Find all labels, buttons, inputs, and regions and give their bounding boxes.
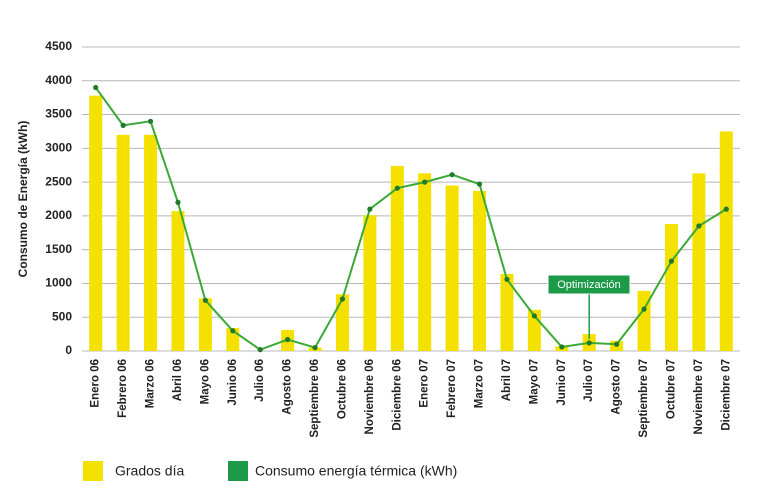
bar <box>692 173 706 351</box>
y-tick-label: 500 <box>52 309 72 323</box>
annotation-box <box>547 274 631 295</box>
y-tick-label: 2000 <box>45 208 72 222</box>
bar <box>500 273 514 351</box>
line-marker <box>504 276 510 282</box>
bar <box>719 131 733 351</box>
x-tick-label: Octubre 06 <box>336 359 348 419</box>
line-marker <box>449 172 455 178</box>
bar <box>144 134 158 351</box>
line-marker <box>120 122 126 128</box>
bar <box>637 290 651 351</box>
x-tick-label: Diciembre 06 <box>391 359 403 431</box>
x-tick-label: Febrero 07 <box>446 359 458 418</box>
line-marker <box>559 344 565 350</box>
x-tick-label: Marzo 06 <box>145 359 157 408</box>
y-tick-label: 3500 <box>45 107 72 121</box>
x-tick-label: Abril 07 <box>501 359 513 401</box>
bar <box>89 95 103 351</box>
line-marker <box>312 345 318 351</box>
x-tick-label: Octubre 07 <box>665 359 677 419</box>
x-tick-label: Septiembre 06 <box>309 359 321 438</box>
bar <box>473 190 487 351</box>
x-tick-label: Agosto 06 <box>282 359 294 415</box>
line-marker <box>476 181 483 187</box>
line-marker <box>93 84 99 91</box>
line-marker <box>531 313 537 319</box>
line-marker <box>668 258 675 264</box>
line-marker <box>230 328 236 334</box>
x-tick-label: Enero 06 <box>90 359 102 408</box>
bar <box>418 173 432 351</box>
line <box>94 86 727 351</box>
line-marker <box>175 199 181 205</box>
x-tick-label: Febrero 06 <box>117 359 129 418</box>
x-tick-label: Julio 07 <box>583 359 595 402</box>
x-tick-label: Agosto 07 <box>611 359 623 415</box>
line-marker <box>696 223 702 229</box>
line-marker <box>202 297 208 303</box>
line-marker <box>422 179 428 185</box>
line-marker <box>339 296 346 302</box>
y-tick-label: 1500 <box>45 242 72 256</box>
bar <box>363 215 377 351</box>
bar <box>335 294 349 351</box>
line-marker <box>367 206 373 212</box>
x-tick-label: Junio 07 <box>556 359 568 406</box>
line-marker <box>147 118 154 124</box>
y-tick-label: 0 <box>65 343 72 357</box>
x-tick-label: Marzo 07 <box>474 359 486 408</box>
x-tick-label: Abril 06 <box>172 359 184 401</box>
bar <box>390 165 404 351</box>
line-marker <box>641 306 647 312</box>
line-marker <box>586 340 592 346</box>
x-tick-label: Enero 07 <box>419 359 431 408</box>
line-marker <box>723 206 729 212</box>
line-marker <box>614 341 620 347</box>
legend-swatch <box>228 461 248 481</box>
line-marker <box>285 336 291 343</box>
x-tick-label: Mayo 06 <box>199 359 211 404</box>
legend-label: Consumo energía térmica (kWh) <box>255 463 457 479</box>
y-tick-label: 2500 <box>45 174 72 188</box>
x-tick-label: Noviembre 06 <box>364 359 376 434</box>
annotation: Optimización <box>557 279 621 291</box>
y-axis-label: Consumo de Energía (kWh) <box>16 121 30 278</box>
line-marker <box>394 185 400 191</box>
x-tick-label: Mayo 07 <box>528 359 540 404</box>
line-marker <box>257 347 263 353</box>
x-tick-label: Junio 06 <box>227 359 239 406</box>
legend-swatch <box>83 461 103 481</box>
y-tick-label: 4500 <box>45 39 72 53</box>
y-tick-label: 3000 <box>45 141 72 155</box>
bar <box>116 134 130 351</box>
bar <box>664 223 678 351</box>
x-tick-label: Julio 06 <box>254 359 266 402</box>
y-tick-label: 4000 <box>45 73 72 87</box>
legend-label: Grados día <box>115 463 184 479</box>
bar <box>171 211 185 351</box>
bar <box>198 298 212 351</box>
bar <box>445 185 459 351</box>
x-tick-label: Septiembre 07 <box>638 359 650 438</box>
x-tick-label: Noviembre 07 <box>693 359 705 434</box>
y-tick-label: 1000 <box>45 276 72 290</box>
x-tick-label: Diciembre 07 <box>720 359 732 431</box>
